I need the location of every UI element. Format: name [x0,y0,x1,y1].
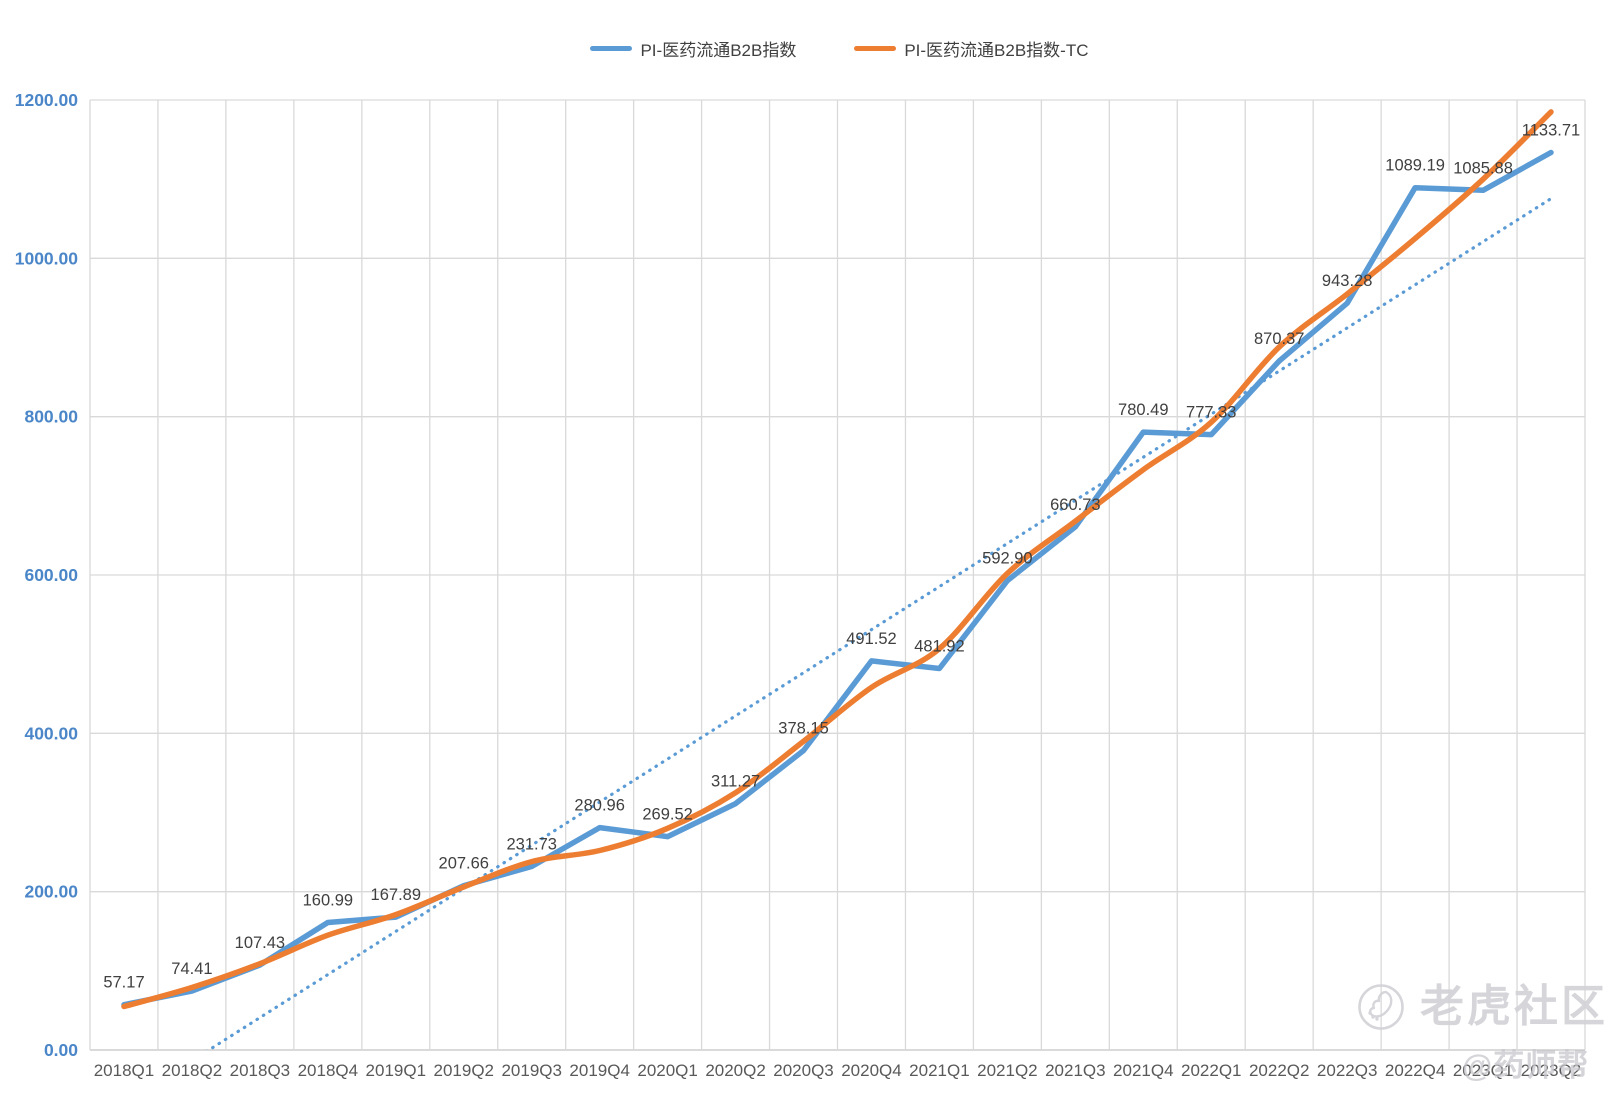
data-label: 592.90 [982,550,1032,568]
legend-item-b2b-index-tc: PI-医药流通B2B指数-TC [854,36,1089,61]
x-tick-label: 2022Q3 [1317,1061,1378,1080]
legend-label-b2b-index: PI-医药流通B2B指数 [640,41,797,60]
y-tick-label: 600.00 [24,565,78,585]
x-tick-label: 2020Q2 [705,1061,766,1080]
data-label: 1085.88 [1453,159,1513,177]
x-tick-label: 2021Q3 [1045,1061,1106,1080]
x-tick-label: 2019Q1 [366,1061,427,1080]
x-tick-label: 2018Q4 [298,1061,359,1080]
x-tick-label: 2022Q2 [1249,1061,1310,1080]
data-label: 1133.71 [1522,121,1580,139]
data-label: 107.43 [235,934,285,952]
x-tick-label: 2021Q4 [1113,1061,1174,1080]
data-label: 280.96 [574,797,624,815]
data-label: 311.27 [711,773,760,791]
data-label: 57.17 [103,974,144,992]
x-tick-label: 2020Q3 [773,1061,834,1080]
data-label: 870.37 [1254,330,1304,348]
data-label: 780.49 [1118,401,1168,419]
x-tick-label: 2020Q1 [637,1061,698,1080]
watermark-brand-text: 老虎社区 [1420,982,1608,1031]
y-tick-label: 800.00 [24,407,78,427]
x-tick-label: 2020Q4 [841,1061,902,1080]
data-label: 777.33 [1186,404,1236,422]
data-label: 1089.19 [1385,157,1445,175]
watermark-tiger-community: 老虎社区 [1356,982,1608,1032]
series-line-b2b-index [121,149,1554,1008]
y-tick-label: 400.00 [24,723,78,743]
data-label: 231.73 [506,836,556,854]
y-tick-label: 200.00 [24,882,78,902]
legend-label-b2b-index-tc: PI-医药流通B2B指数-TC [904,41,1089,60]
x-tick-label: 2023Q1 [1453,1061,1514,1080]
y-tick-label: 1200.00 [15,90,79,110]
data-label: 660.73 [1050,496,1100,514]
legend-item-b2b-index: PI-医药流通B2B指数 [590,36,796,61]
x-tick-label: 2019Q3 [501,1061,562,1080]
watermark-author-text: @药师帮 [1462,1048,1590,1083]
legend-line-swatch-blue [590,46,633,51]
x-tick-label: 2018Q3 [230,1061,291,1080]
legend-line-swatch-orange [854,46,897,51]
x-tick-label: 2022Q4 [1385,1061,1446,1080]
x-tick-label: 2021Q1 [909,1061,970,1080]
x-tick-label: 2018Q2 [162,1061,223,1080]
data-label: 160.99 [303,892,353,910]
x-tick-label: 2023Q2 [1521,1061,1582,1080]
data-label: 943.28 [1322,272,1372,290]
x-tick-label: 2018Q1 [94,1061,155,1080]
tiger-logo-icon [1358,984,1404,1030]
x-tick-label: 2022Q1 [1181,1061,1242,1080]
x-tick-label: 2021Q2 [977,1061,1038,1080]
y-tick-label: 0.00 [44,1040,78,1060]
data-label: 269.52 [642,806,692,824]
data-label: 491.52 [846,630,896,648]
data-label: 378.15 [778,720,828,738]
data-label: 167.89 [371,886,421,904]
data-label: 74.41 [171,960,212,978]
x-tick-label: 2019Q2 [434,1061,495,1080]
data-label: 207.66 [439,855,489,873]
y-tick-label: 1000.00 [15,248,79,268]
chart-legend: PI-医药流通B2B指数 PI-医药流通B2B指数-TC [0,36,1623,61]
data-label: 481.92 [914,637,964,655]
series-line-b2b-index-tc [121,109,1554,1010]
x-tick-label: 2019Q4 [569,1061,630,1080]
